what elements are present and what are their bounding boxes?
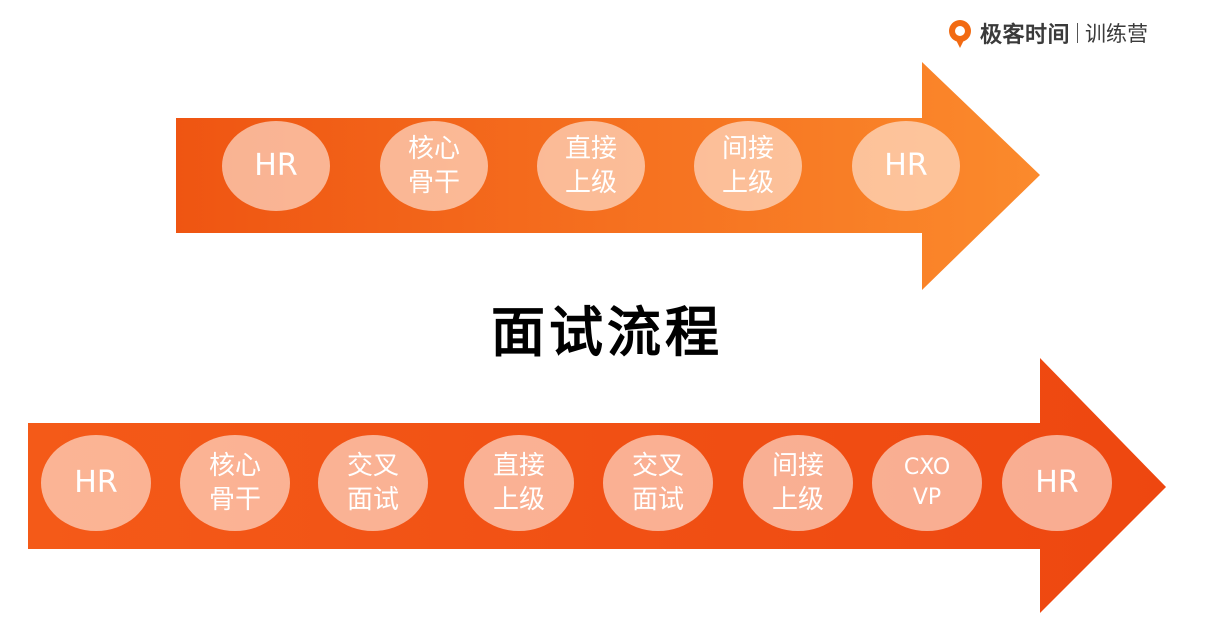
- bottom-step-5: 交叉 面试: [603, 435, 713, 531]
- step-label-line1: CXO: [903, 455, 951, 480]
- step-label-line2: 骨干: [208, 485, 261, 515]
- bottom-step-2: 核心 骨干: [180, 435, 290, 531]
- step-label: HR: [74, 465, 118, 500]
- top-step-3: 直接 上级: [537, 121, 645, 211]
- step-label-line1: 直接: [492, 451, 545, 481]
- step-label-line1: 直接: [564, 134, 617, 164]
- brand-logo: 极客时间 训练营: [946, 16, 1148, 50]
- step-label-line2: 上级: [564, 168, 617, 198]
- step-label-line1: 交叉: [631, 451, 684, 481]
- step-label: HR: [254, 148, 298, 183]
- brand-divider: [1077, 23, 1079, 43]
- bottom-step-8: HR: [1002, 435, 1112, 531]
- bottom-step-1: HR: [41, 435, 151, 531]
- brand-pin-icon: [949, 20, 971, 48]
- top-step-2: 核心 骨干: [380, 121, 488, 211]
- top-step-1: HR: [222, 121, 330, 211]
- top-step-4: 间接 上级: [694, 121, 802, 211]
- step-label-line1: 核心: [407, 134, 460, 164]
- step-label-line2: 骨干: [407, 168, 460, 198]
- bottom-step-4: 直接 上级: [464, 435, 574, 531]
- brand-sub: 训练营: [1085, 22, 1149, 46]
- bottom-step-7: CXO VP: [872, 435, 982, 531]
- top-step-5: HR: [852, 121, 960, 211]
- step-label: HR: [1035, 465, 1079, 500]
- step-label-line2: 上级: [721, 168, 774, 198]
- step-label-line2: 面试: [631, 485, 684, 515]
- step-label-line1: 间接: [721, 134, 774, 164]
- step-label-line2: 上级: [492, 485, 545, 515]
- bottom-step-6: 间接 上级: [743, 435, 853, 531]
- step-label-line2: VP: [912, 485, 942, 510]
- step-label-line2: 上级: [771, 485, 824, 515]
- step-label: HR: [884, 148, 928, 183]
- step-label-line1: 间接: [771, 451, 824, 481]
- step-label-line1: 核心: [208, 451, 261, 481]
- step-label-line1: 交叉: [346, 451, 399, 481]
- bottom-flow-arrow: [28, 358, 1166, 613]
- step-label-line2: 面试: [346, 485, 399, 515]
- brand-name: 极客时间: [980, 23, 1071, 48]
- page-title: 面试流程: [491, 301, 723, 364]
- bottom-step-3: 交叉 面试: [318, 435, 428, 531]
